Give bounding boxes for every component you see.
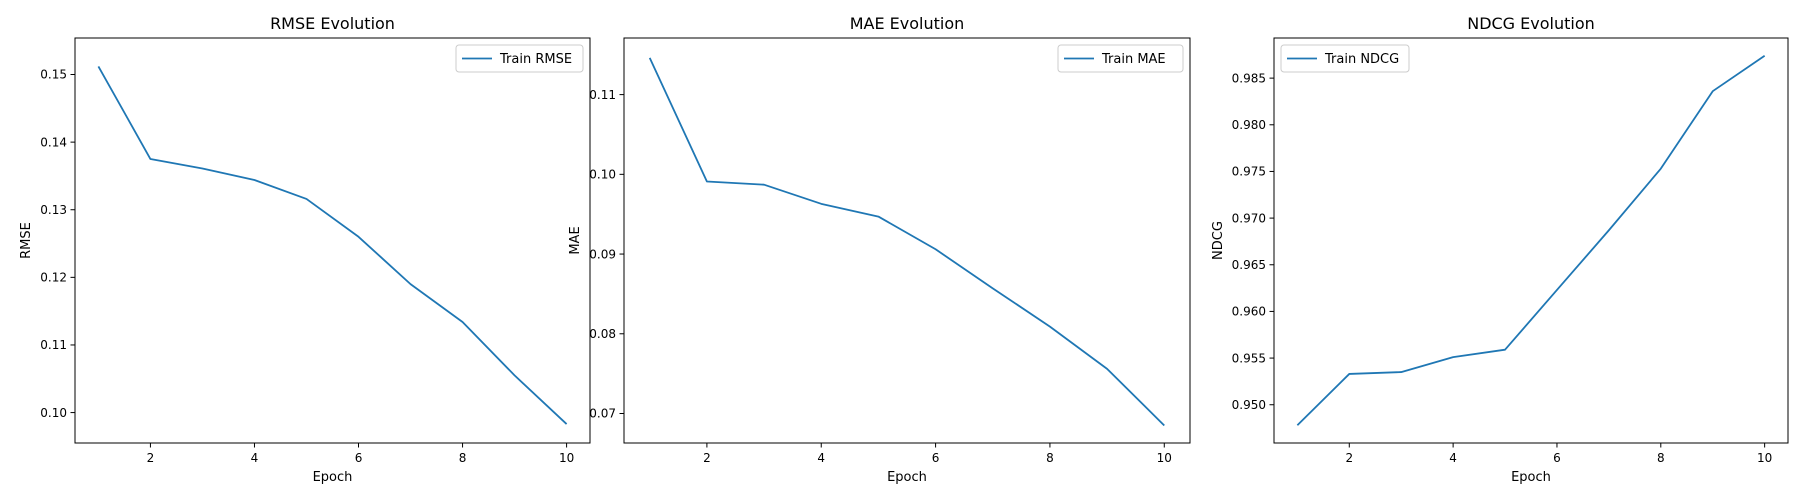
legend-label: Train NDCG [1324,52,1399,67]
x-tick-label: 10 [1157,451,1172,465]
legend: Train RMSE [455,44,584,73]
x-tick-label: 10 [559,451,574,465]
axes-frame [623,37,1191,444]
y-tick-label: 0.980 [1232,118,1266,132]
y-tick-label: 0.985 [1232,71,1266,85]
x-tick-label: 4 [251,451,259,465]
chart-title: RMSE Evolution [270,14,395,33]
data-point [409,282,413,286]
data-point [1503,348,1507,352]
x-tick-label: 4 [817,451,825,465]
data-point [200,166,204,170]
chart-title: NDCG Evolution [1467,14,1595,33]
series-line-1 [97,65,568,425]
x-tick-label: 2 [147,451,155,465]
y-axis-label: NDCG [1211,221,1226,260]
data-point [252,178,256,182]
data-point [461,320,465,324]
y-tick-label: 0.09 [589,247,616,261]
data-point [819,202,823,206]
legend-label: Train MAE [1101,52,1166,67]
x-tick-label: 6 [1553,451,1561,465]
data-point [1659,167,1663,171]
data-point [705,180,709,184]
data-point [1105,367,1109,371]
series-line-1 [648,57,1165,427]
y-tick-label: 0.960 [1232,305,1266,319]
chart-3: NDCG Evolution 2 4 6 8 10 0.950 0.955 0.960 0.965… [1211,14,1789,485]
y-tick-label: 0.970 [1232,211,1266,225]
x-tick-label: 4 [1449,451,1457,465]
x-axis-label: Epoch [1511,470,1551,485]
legend-box [1280,44,1410,73]
data-point [357,235,361,239]
x-tick-label: 2 [703,451,711,465]
data-point [1607,228,1611,232]
data-point [565,422,569,426]
chart-1: RMSE Evolution 2 4 6 8 10 0.10 0.11 0.12 0.13 0.14… [19,14,591,485]
y-tick-label: 0.11 [589,88,616,102]
data-point [876,215,880,219]
data-point [934,247,938,251]
data-point [1763,54,1767,58]
y-tick-label: 0.12 [40,271,67,285]
data-point [96,64,100,68]
x-axis-label: Epoch [313,470,353,485]
y-axis-label: MAE [568,226,583,254]
legend: Train NDCG [1280,44,1410,73]
legend: Train MAE [1057,44,1184,73]
y-tick-label: 0.13 [40,203,67,217]
legend-label: Train RMSE [499,52,572,67]
data-point [1451,355,1455,359]
x-tick-label: 6 [932,451,940,465]
data-point [991,286,995,290]
data-point [1399,370,1403,374]
x-tick-label: 2 [1345,451,1353,465]
y-tick-label: 0.08 [589,327,616,341]
x-tick-label: 8 [1657,451,1665,465]
x-tick-label: 6 [355,451,363,465]
x-tick-label: 10 [1757,451,1772,465]
y-tick-label: 0.14 [40,135,67,149]
y-tick-label: 0.10 [589,168,616,182]
y-tick-label: 0.950 [1232,398,1266,412]
data-point [648,56,652,60]
series-line-1 [1296,54,1766,426]
legend-box [455,44,584,73]
data-point [1555,288,1559,292]
axes-frame [1273,37,1789,444]
data-point [1347,372,1351,376]
y-tick-label: 0.07 [589,407,616,421]
y-tick-label: 0.10 [40,406,67,420]
y-tick-label: 0.975 [1232,165,1266,179]
data-point [148,157,152,161]
data-point [762,183,766,187]
y-tick-label: 0.11 [40,338,67,352]
x-axis-label: Epoch [887,470,927,485]
data-point [1295,423,1299,427]
chart-2: MAE Evolution 2 4 6 8 10 0.07 0.08 0.09 0.10 0.11 E… [568,14,1191,485]
y-tick-label: 0.955 [1232,351,1266,365]
y-tick-label: 0.15 [40,68,67,82]
data-point [1711,89,1715,93]
data-point [1048,325,1052,329]
data-point [304,197,308,201]
x-tick-label: 8 [1046,451,1054,465]
y-tick-label: 0.965 [1232,258,1266,272]
chart-title: MAE Evolution [850,14,965,33]
data-point [1162,423,1166,427]
legend-box [1057,44,1184,73]
data-point [513,373,517,377]
axes-frame [74,37,591,444]
x-tick-label: 8 [459,451,467,465]
y-axis-label: RMSE [19,222,34,259]
